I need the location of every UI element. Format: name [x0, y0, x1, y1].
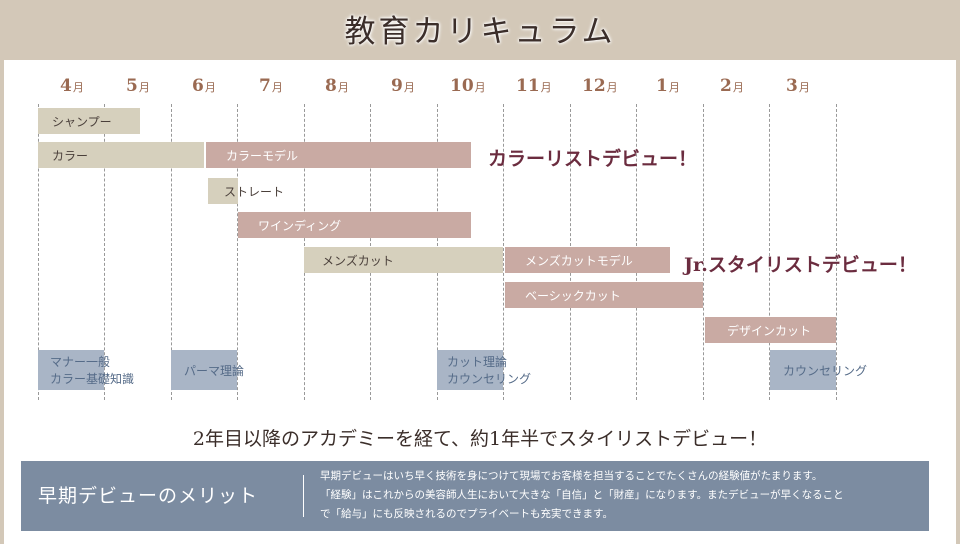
merit-line: で「給与」にも反映されるのでプライベートも充実できます。	[320, 508, 613, 520]
month-label: 8月	[325, 76, 349, 96]
bar-color: カラー	[38, 142, 204, 168]
cut-theory-label: カット理論	[447, 355, 508, 369]
header-band	[0, 0, 960, 60]
bar-basic-cut: ベーシックカット	[505, 282, 703, 308]
month-gridline	[769, 104, 770, 400]
month-gridline	[703, 104, 704, 400]
counseling-label: カウンセリング	[447, 372, 532, 386]
block-counseling	[770, 350, 836, 390]
month-gridline	[503, 104, 504, 400]
merit-line: 「経験」はこれからの美容師人生において大きな「自信」と「財産」になります。またデ…	[320, 489, 844, 501]
bar-winding: ワインディング	[238, 212, 471, 238]
month-gridline	[836, 104, 837, 400]
month-label: 2月	[720, 76, 744, 96]
month-label: 9月	[391, 76, 415, 96]
block-manners	[38, 350, 104, 390]
month-gridline	[171, 104, 172, 400]
block-cut-theory-text: カット理論 カウンセリング	[447, 354, 531, 388]
bar-straight-label: ストレート	[224, 184, 285, 199]
merit-body: 早期デビューはいち早く技術を身につけて現場でお客様を担当することでたくさんの経験…	[320, 467, 920, 524]
month-label: 11月	[516, 76, 552, 96]
block-manners-text: マナー一般 カラー基礎知識	[50, 354, 134, 388]
color-basics-label: カラー基礎知識	[50, 372, 135, 386]
stylist-debut-subhead: 2年目以降のアカデミーを経て、約1年半でスタイリストデビュー！	[192, 428, 768, 450]
month-label: 3月	[786, 76, 810, 96]
month-gridline	[104, 104, 105, 400]
month-label: 12月	[582, 76, 618, 96]
bar-mens-cut: メンズカット	[304, 247, 503, 273]
month-label: 5月	[126, 76, 150, 96]
debut-colorist: カラーリストデビュー！	[488, 148, 698, 170]
bar-color-model: カラーモデル	[206, 142, 471, 168]
debut-jr-stylist: Jr.スタイリストデビュー！	[684, 254, 917, 276]
merit-line: 早期デビューはいち早く技術を身につけて現場でお客様を担当することでたくさんの経験…	[320, 470, 823, 482]
manners-label: マナー一般	[50, 355, 111, 369]
month-gridline	[237, 104, 238, 400]
month-gridline	[38, 104, 39, 400]
merit-title: 早期デビューのメリット	[38, 485, 259, 507]
month-label: 6月	[192, 76, 216, 96]
month-label: 10月	[450, 76, 486, 96]
month-label: 7月	[259, 76, 283, 96]
perm-theory-label: パーマ理論	[184, 364, 245, 378]
bar-mens-cut-model: メンズカットモデル	[505, 247, 670, 273]
month-label: 1月	[656, 76, 680, 96]
block-cut-theory	[437, 350, 503, 390]
page-title: 教育カリキュラム	[344, 14, 616, 50]
counseling-block-label: カウンセリング	[783, 364, 868, 378]
bar-straight	[208, 178, 238, 204]
bar-design-cut: デザインカット	[705, 317, 836, 343]
merit-divider	[303, 475, 304, 517]
merit-box: 早期デビューのメリット 早期デビューはいち早く技術を身につけて現場でお客様を担当…	[21, 461, 929, 531]
month-label: 4月	[60, 76, 84, 96]
bar-shampoo: シャンプー	[38, 108, 140, 134]
block-perm	[171, 350, 237, 390]
